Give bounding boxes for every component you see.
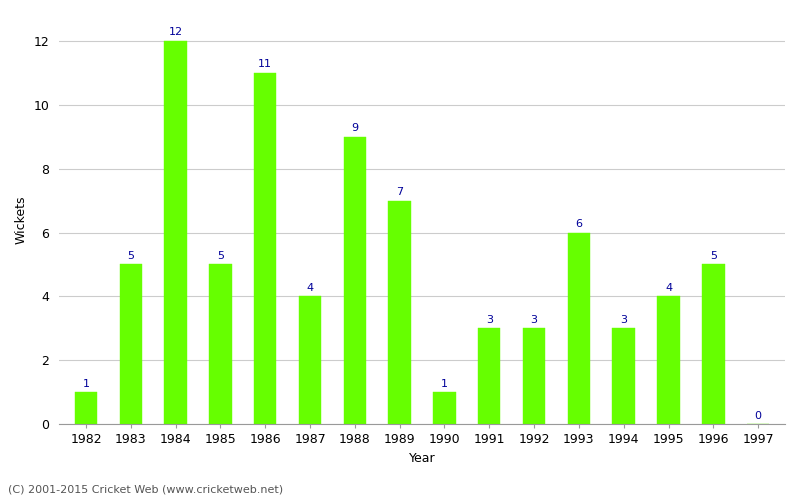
- Bar: [344, 136, 366, 424]
- Text: 1: 1: [82, 378, 90, 388]
- Text: 4: 4: [306, 282, 314, 292]
- Bar: [523, 328, 546, 424]
- Text: 1: 1: [441, 378, 448, 388]
- Bar: [613, 328, 635, 424]
- Text: 9: 9: [351, 122, 358, 132]
- Bar: [120, 264, 142, 424]
- Bar: [389, 200, 411, 424]
- Bar: [702, 264, 725, 424]
- Text: (C) 2001-2015 Cricket Web (www.cricketweb.net): (C) 2001-2015 Cricket Web (www.cricketwe…: [8, 485, 283, 495]
- Text: 0: 0: [754, 410, 762, 420]
- Text: 12: 12: [169, 27, 182, 37]
- Text: 3: 3: [530, 314, 538, 324]
- Bar: [434, 392, 456, 424]
- Y-axis label: Wickets: Wickets: [15, 196, 28, 244]
- Text: 3: 3: [486, 314, 493, 324]
- Text: 11: 11: [258, 58, 272, 68]
- Bar: [165, 40, 187, 424]
- Bar: [568, 232, 590, 424]
- Text: 4: 4: [665, 282, 672, 292]
- Bar: [299, 296, 322, 424]
- Text: 6: 6: [575, 218, 582, 228]
- X-axis label: Year: Year: [409, 452, 435, 465]
- Text: 5: 5: [217, 250, 224, 260]
- Text: 5: 5: [710, 250, 717, 260]
- Text: 3: 3: [620, 314, 627, 324]
- Bar: [75, 392, 98, 424]
- Bar: [478, 328, 501, 424]
- Bar: [658, 296, 680, 424]
- Bar: [254, 72, 277, 424]
- Text: 5: 5: [127, 250, 134, 260]
- Bar: [210, 264, 232, 424]
- Text: 7: 7: [396, 186, 403, 196]
